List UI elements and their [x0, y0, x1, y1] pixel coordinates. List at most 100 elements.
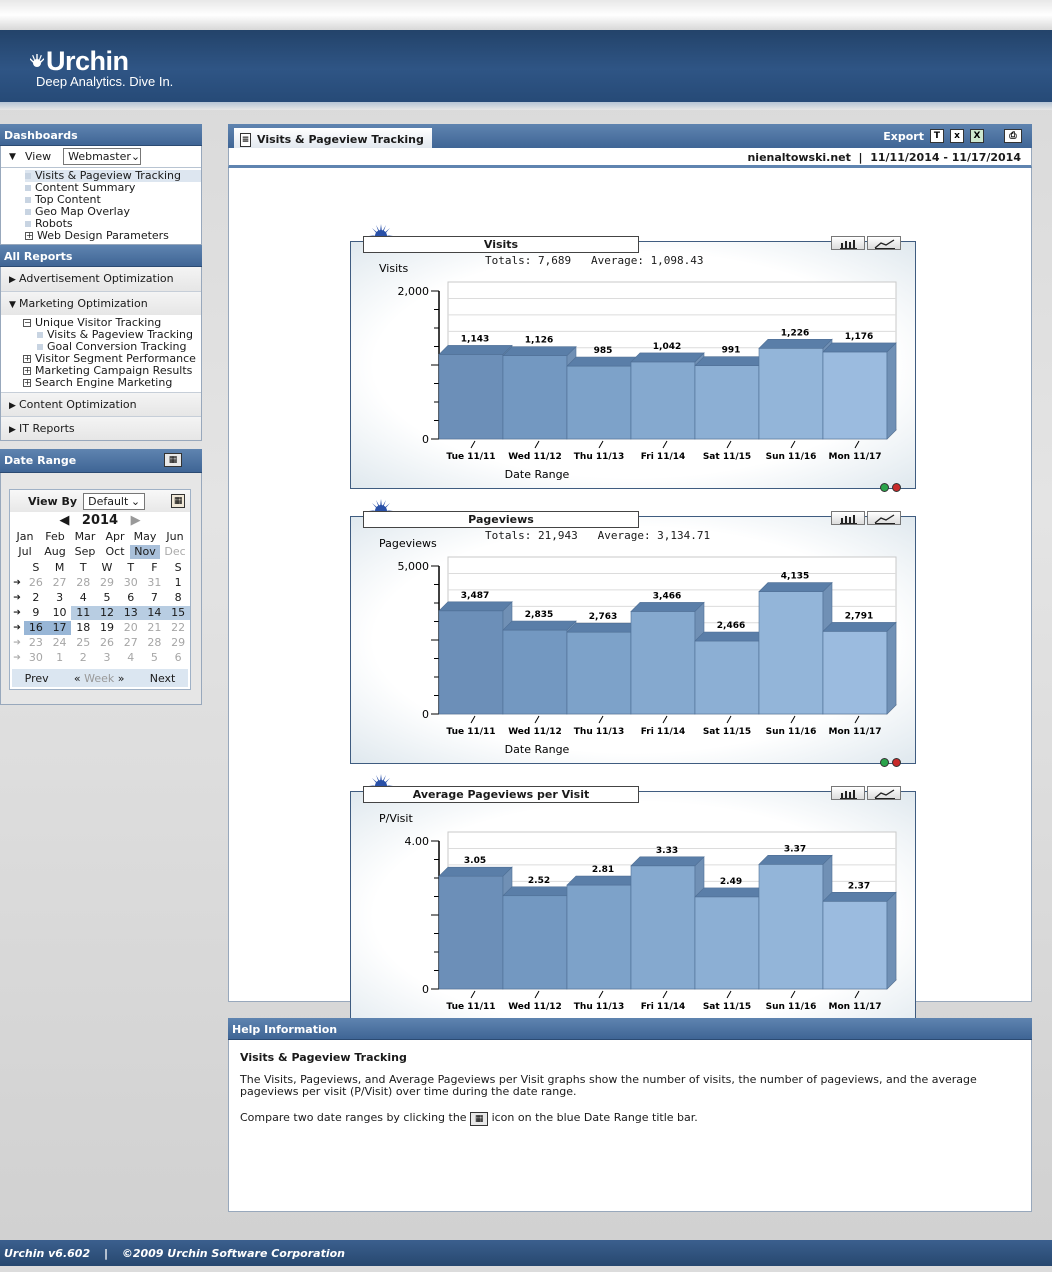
calendar-day[interactable]: 9 [32, 606, 40, 619]
print-icon[interactable]: ⎙ [1004, 129, 1022, 143]
bar[interactable] [758, 854, 833, 990]
bar[interactable] [438, 344, 513, 440]
month-oct[interactable]: Oct [105, 545, 125, 558]
expand-plus-icon[interactable]: + [23, 366, 31, 375]
bar[interactable] [502, 886, 577, 990]
calendar-icon[interactable]: ▦ [171, 494, 186, 508]
report-campaign-results[interactable]: + Marketing Campaign Results [23, 365, 201, 377]
bar[interactable] [758, 581, 833, 715]
expand-plus-icon[interactable]: + [23, 378, 31, 387]
export-xml-icon[interactable]: x [950, 129, 964, 143]
report-search-engine[interactable]: + Search Engine Marketing [23, 377, 201, 389]
calendar-day[interactable]: 2 [32, 591, 40, 604]
compare-calendar-icon[interactable]: ▦ [164, 453, 182, 467]
select-week-arrow-icon[interactable]: ➔ [13, 653, 21, 663]
month-jan[interactable]: Jan [16, 530, 34, 543]
bar[interactable] [502, 345, 577, 440]
line-chart-icon[interactable] [867, 236, 901, 250]
bar[interactable] [822, 891, 897, 990]
group-it[interactable]: ▶ IT Reports [1, 416, 201, 440]
report-unique-visitor[interactable]: − Unique Visitor Tracking [23, 317, 201, 329]
calendar-day[interactable]: 13 [118, 606, 143, 620]
calendar-day[interactable]: 12 [95, 606, 119, 620]
urchin-logo[interactable]: Urchin Deep Analytics. Dive In. [30, 46, 173, 89]
report-goal-conversion[interactable]: Goal Conversion Tracking [23, 341, 201, 353]
calendar-day[interactable]: 17 [47, 621, 72, 635]
prev-week-button[interactable]: Prev [24, 671, 49, 685]
bar[interactable] [758, 338, 833, 440]
month-nov[interactable]: Nov [130, 545, 160, 559]
bar[interactable] [694, 887, 769, 990]
prev-year-icon[interactable]: ◀ [59, 513, 70, 528]
bar[interactable] [566, 356, 641, 440]
report-visitor-segment[interactable]: + Visitor Segment Performance [23, 353, 201, 365]
bar[interactable] [502, 620, 577, 715]
next-year-icon[interactable]: ▶ [130, 513, 141, 528]
report-visits-pageview[interactable]: Visits & Pageview Tracking [23, 329, 201, 341]
bar[interactable] [566, 875, 641, 990]
viewby-select[interactable]: Default ⌄ [83, 492, 146, 510]
bar[interactable] [822, 342, 897, 440]
bar[interactable] [438, 866, 513, 990]
calendar-day[interactable]: 16 [24, 621, 48, 635]
green-dot-icon[interactable] [880, 483, 889, 492]
calendar-day[interactable]: 1 [174, 576, 182, 589]
calendar-day[interactable]: 6 [127, 591, 135, 604]
bar[interactable] [630, 601, 705, 715]
calendar-day[interactable]: 18 [76, 621, 91, 634]
dashboard-item-visits-pageview[interactable]: Visits & Pageview Tracking [25, 170, 201, 182]
bar[interactable] [694, 631, 769, 715]
red-dot-icon[interactable] [892, 758, 901, 767]
view-select[interactable]: Webmaster ⌄ [63, 148, 142, 165]
line-chart-icon[interactable] [867, 511, 901, 525]
report-tab[interactable]: ≡ Visits & Pageview Tracking [234, 128, 432, 148]
bar[interactable] [694, 355, 769, 440]
month-may[interactable]: May [133, 530, 157, 543]
select-week-arrow-icon[interactable]: ➔ [13, 578, 21, 588]
bar[interactable] [438, 601, 513, 715]
dashboard-item-geo-map[interactable]: Geo Map Overlay [25, 206, 201, 218]
dashboard-item-content-summary[interactable]: Content Summary [25, 182, 201, 194]
dashboard-item-robots[interactable]: Robots [25, 218, 201, 230]
export-text-icon[interactable]: T [930, 129, 944, 143]
group-content[interactable]: ▶ Content Optimization [1, 392, 201, 416]
bar[interactable] [822, 621, 897, 715]
collapse-arrow-icon[interactable]: ▼ [9, 151, 16, 162]
select-week-arrow-icon[interactable]: ➔ [13, 638, 21, 648]
double-left-icon[interactable]: « [73, 671, 81, 685]
bar-chart-icon[interactable] [831, 511, 865, 525]
bar-chart-icon[interactable] [831, 786, 865, 800]
select-week-arrow-icon[interactable]: ➔ [13, 608, 21, 618]
calendar-day[interactable]: 10 [52, 606, 67, 619]
bar[interactable] [630, 352, 705, 440]
expand-plus-icon[interactable]: + [25, 231, 33, 240]
green-dot-icon[interactable] [880, 758, 889, 767]
month-aug[interactable]: Aug [44, 545, 66, 558]
month-sep[interactable]: Sep [74, 545, 96, 558]
calendar-day[interactable]: 14 [142, 606, 167, 620]
next-week-button[interactable]: Next [149, 671, 176, 685]
calendar-day[interactable]: 15 [166, 606, 190, 620]
expand-plus-icon[interactable]: + [23, 354, 31, 363]
red-dot-icon[interactable] [892, 483, 901, 492]
double-right-icon[interactable]: » [117, 671, 125, 685]
month-apr[interactable]: Apr [105, 530, 125, 543]
select-week-arrow-icon[interactable]: ➔ [13, 623, 21, 633]
calendar-day[interactable]: 4 [79, 591, 87, 604]
calendar-day[interactable]: 3 [56, 591, 64, 604]
month-feb[interactable]: Feb [45, 530, 65, 543]
calendar-day[interactable]: 8 [174, 591, 182, 604]
month-mar[interactable]: Mar [74, 530, 96, 543]
collapse-minus-icon[interactable]: − [23, 318, 31, 327]
bar[interactable] [630, 856, 705, 990]
calendar-day[interactable]: 11 [71, 606, 96, 620]
group-advertisement[interactable]: ▶ Advertisement Optimization [1, 267, 201, 291]
line-chart-icon[interactable] [867, 786, 901, 800]
calendar-day[interactable]: 7 [150, 591, 158, 604]
bar[interactable] [566, 622, 641, 715]
dashboard-item-web-design[interactable]: + Web Design Parameters [25, 230, 201, 242]
bar-chart-icon[interactable] [831, 236, 865, 250]
group-marketing[interactable]: ▼ Marketing Optimization [1, 291, 201, 315]
month-jun[interactable]: Jun [166, 530, 184, 543]
month-jul[interactable]: Jul [18, 545, 32, 558]
